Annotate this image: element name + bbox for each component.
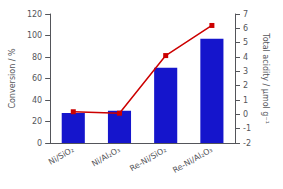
svg-text:3: 3 <box>243 67 248 76</box>
svg-text:5: 5 <box>243 38 248 47</box>
svg-text:100: 100 <box>27 31 42 40</box>
svg-text:0: 0 <box>37 139 42 148</box>
svg-text:Re-Ni/Al₂O₃: Re-Ni/Al₂O₃ <box>171 145 214 175</box>
svg-text:Total acidity / μmol g⁻¹: Total acidity / μmol g⁻¹ <box>261 32 270 124</box>
svg-text:Re-Ni/SiO₂: Re-Ni/SiO₂ <box>128 145 168 173</box>
svg-text:1: 1 <box>243 96 248 105</box>
svg-text:-1: -1 <box>243 124 251 133</box>
svg-text:Ni/Al₂O₃: Ni/Al₂O₃ <box>90 145 122 168</box>
svg-text:Ni/SiO₂: Ni/SiO₂ <box>47 145 75 167</box>
svg-text:80: 80 <box>32 53 42 62</box>
svg-text:Conversion / %: Conversion / % <box>8 48 17 109</box>
svg-text:0: 0 <box>243 110 248 119</box>
svg-text:6: 6 <box>243 24 248 33</box>
svg-text:4: 4 <box>243 53 248 62</box>
svg-text:20: 20 <box>32 117 42 126</box>
svg-text:60: 60 <box>32 74 42 83</box>
svg-text:-2: -2 <box>243 139 251 148</box>
svg-text:7: 7 <box>243 10 248 19</box>
svg-text:40: 40 <box>32 96 42 105</box>
svg-text:2: 2 <box>243 81 248 90</box>
svg-text:120: 120 <box>27 10 42 19</box>
